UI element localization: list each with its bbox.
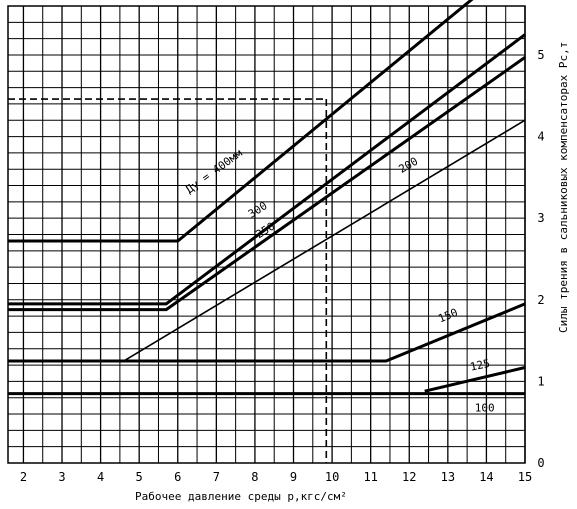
x-tick-label: 15 [518, 470, 532, 484]
series-label-5: 125 [469, 357, 491, 374]
series-line-1 [8, 33, 526, 306]
y-tick-label: 3 [537, 211, 544, 225]
series-label-6: 100 [475, 402, 495, 415]
plot-frame [7, 5, 526, 464]
series-line-0 [8, 0, 474, 243]
x-tick-label: 11 [363, 470, 377, 484]
x-tick-label: 5 [136, 470, 143, 484]
x-tick-label: 8 [251, 470, 258, 484]
x-tick-label: 9 [290, 470, 297, 484]
x-tick-label: 12 [402, 470, 416, 484]
series-line-4 [8, 302, 526, 363]
y-tick-label: 4 [537, 130, 544, 144]
series-label-4: 150 [436, 306, 459, 325]
x-tick-label: 14 [479, 470, 493, 484]
y-tick-label: 1 [537, 374, 544, 388]
x-tick-label: 7 [213, 470, 220, 484]
series-line-5 [424, 366, 526, 393]
series-line-3 [123, 119, 526, 362]
x-tick-label: 2 [20, 470, 27, 484]
reference-lines [8, 98, 328, 463]
series-lines [8, 0, 526, 396]
x-axis-title: Рабочее давление среды р,кгс/см² [135, 490, 347, 503]
series-line-2 [8, 56, 526, 312]
y-tick-label: 2 [537, 293, 544, 307]
series-label-3: 200 [397, 155, 421, 176]
y-axis-title: Силы трения в сальниковых компенсаторах … [557, 42, 570, 333]
x-tick-label: 3 [58, 470, 65, 484]
series-label-1: 300 [246, 199, 270, 221]
x-tick-label: 4 [97, 470, 104, 484]
x-tick-label: 13 [441, 470, 455, 484]
x-tick-label: 6 [174, 470, 181, 484]
y-tick-label: 5 [537, 48, 544, 62]
y-tick-label: 0 [537, 456, 544, 470]
x-tick-label: 10 [325, 470, 339, 484]
